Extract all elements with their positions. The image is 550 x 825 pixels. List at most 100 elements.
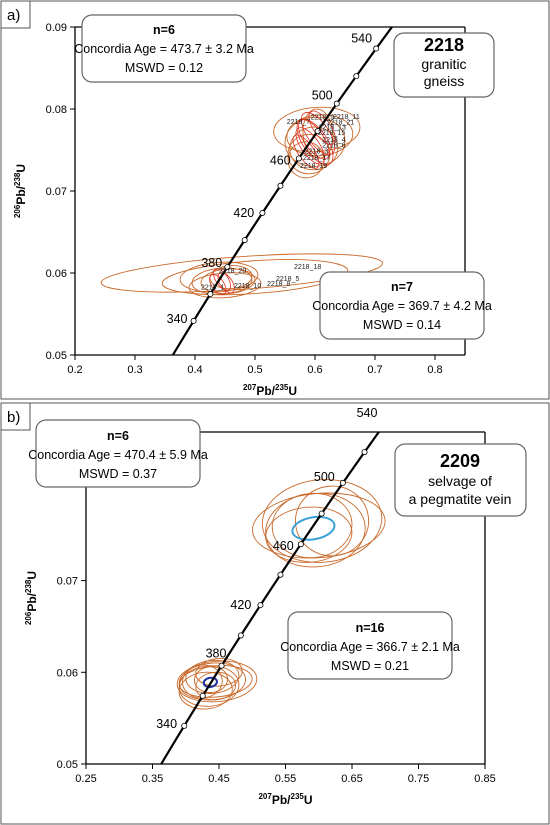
y-axis-title: 206Pb/238U xyxy=(24,571,39,625)
spot-label: 2218_18 xyxy=(294,264,321,271)
concordia-age-marker xyxy=(339,479,346,486)
concordia-age-ellipse xyxy=(202,676,218,689)
box-mswd: MSWD = 0.21 xyxy=(331,659,409,673)
y-axis-title-part: 238 xyxy=(13,172,22,186)
error-ellipse xyxy=(284,116,346,167)
y-axis-title: 206Pb/238U xyxy=(13,164,28,218)
box-n: n=6 xyxy=(107,429,129,443)
concordia-age-marker xyxy=(277,571,284,578)
concordia-age-label: 340 xyxy=(167,312,188,326)
concordia-age-marker xyxy=(241,237,248,244)
error-ellipse xyxy=(178,671,233,710)
y-axis-title-part: 206 xyxy=(24,611,33,625)
sample-desc-line2: gneiss xyxy=(424,73,464,89)
plot-area xyxy=(100,27,394,355)
y-axis-title-part: U xyxy=(14,164,28,173)
concordia-age-marker xyxy=(207,291,214,298)
result-box-a-upper: n=6 Concordia Age = 473.7 ± 3.2 Ma MSWD … xyxy=(74,14,254,83)
concordia-age-marker xyxy=(297,541,304,548)
x-axis-title-part: Pb/ xyxy=(256,384,275,398)
concordia-age-marker xyxy=(353,73,360,80)
error-ellipse xyxy=(193,666,229,693)
result-box-b-lower: n=16 Concordia Age = 366.7 ± 2.1 Ma MSWD… xyxy=(280,611,460,680)
sample-desc-line1: granitic xyxy=(421,56,466,72)
concordia-age-label: 500 xyxy=(314,470,335,484)
x-axis-title-part: U xyxy=(288,384,297,398)
y-axis-title-part: U xyxy=(25,571,39,580)
sample-desc-line2: a pegmatite vein xyxy=(409,491,512,507)
y-tick-label: 0.08 xyxy=(46,104,67,116)
x-tick-label: 0.35 xyxy=(142,773,163,785)
box-n: n=6 xyxy=(153,23,175,37)
x-tick-label: 0.85 xyxy=(474,773,495,785)
panel-b-tag: b) xyxy=(7,409,20,426)
spot-label: 2218_11 xyxy=(333,114,360,121)
error-ellipse xyxy=(195,671,237,701)
x-tick-label: 0.6 xyxy=(307,364,322,376)
concordia-age-marker xyxy=(318,510,325,517)
spot-label: 2218_3 xyxy=(305,148,328,155)
concordia-age-marker xyxy=(295,155,302,162)
x-tick-label: 0.45 xyxy=(208,773,229,785)
box-age: Concordia Age = 366.7 ± 2.1 Ma xyxy=(280,640,460,654)
concordia-age-marker xyxy=(224,264,231,271)
sample-desc-line1: selvage of xyxy=(428,473,492,489)
x-tick-label: 0.25 xyxy=(75,773,96,785)
error-ellipse xyxy=(265,506,353,563)
y-axis-title-part: 238 xyxy=(24,579,33,593)
spot-label: 2218_10 xyxy=(234,283,261,290)
concordia-age-label: 460 xyxy=(273,539,294,553)
y-axis-title-part: Pb/ xyxy=(25,592,39,611)
box-mswd: MSWD = 0.37 xyxy=(79,467,157,481)
box-n: n=16 xyxy=(356,621,385,635)
x-tick-label: 0.75 xyxy=(408,773,429,785)
x-tick-label: 0.7 xyxy=(367,364,382,376)
concordia-age-marker xyxy=(190,317,197,324)
spot-label: 2218_1 xyxy=(201,284,224,291)
concordia-age-marker xyxy=(259,209,266,216)
sample-id: 2209 xyxy=(440,451,480,471)
concordia-age-label: 380 xyxy=(206,647,227,661)
concordia-age-marker xyxy=(314,128,321,135)
spot-label: 2218_20 xyxy=(219,268,246,275)
spot-ellipse xyxy=(300,112,336,156)
error-ellipse xyxy=(273,106,361,153)
spot-label: 2218_4 xyxy=(322,137,345,144)
y-tick-label: 0.06 xyxy=(46,268,67,280)
concordia-age-label: 540 xyxy=(351,32,372,46)
concordia-age-label: 420 xyxy=(233,206,254,220)
x-tick-label: 0.3 xyxy=(127,364,142,376)
spot-label: 2218_19 xyxy=(300,163,327,170)
panel-a-tag: a) xyxy=(7,7,20,24)
concordia-age-marker xyxy=(361,449,368,456)
y-tick-label: 0.07 xyxy=(57,576,78,588)
x-tick-label: 0.65 xyxy=(341,773,362,785)
box-age: Concordia Age = 473.7 ± 3.2 Ma xyxy=(74,42,254,56)
x-axis-title: 207Pb/235U xyxy=(243,383,297,398)
y-tick-label: 0.07 xyxy=(46,186,67,198)
x-tick-label: 0.55 xyxy=(275,773,296,785)
concordia-age-label: 460 xyxy=(270,153,291,167)
spot-label: 2218_21 xyxy=(327,120,354,127)
spot-label: 2218_17 xyxy=(303,155,330,162)
concordia-age-marker xyxy=(237,632,244,639)
spot-ellipse xyxy=(217,272,235,294)
concordia-age-marker xyxy=(373,45,380,52)
spot-label: 2218_7 xyxy=(287,119,310,126)
x-axis-title-part: 235 xyxy=(275,383,289,392)
sample-box-b: 2209 selvage of a pegmatite vein xyxy=(394,443,527,517)
concordia-age-label: 500 xyxy=(312,89,333,103)
y-axis-title-part: 206 xyxy=(13,204,22,218)
spot-label: 2218_5 xyxy=(276,276,299,283)
y-tick-label: 0.06 xyxy=(57,667,78,679)
error-ellipse xyxy=(178,665,253,698)
sample-box-a: 2218 granitic gneiss xyxy=(393,32,495,98)
spot-label: 2218_8 xyxy=(267,281,290,288)
concordia-age-label: 380 xyxy=(201,256,222,270)
box-mswd: MSWD = 0.14 xyxy=(363,318,441,332)
concordia-age-marker xyxy=(257,602,264,609)
spot-label: 2218_15 xyxy=(318,130,345,137)
x-tick-label: 0.2 xyxy=(67,364,82,376)
concordia-age-marker xyxy=(277,182,284,189)
